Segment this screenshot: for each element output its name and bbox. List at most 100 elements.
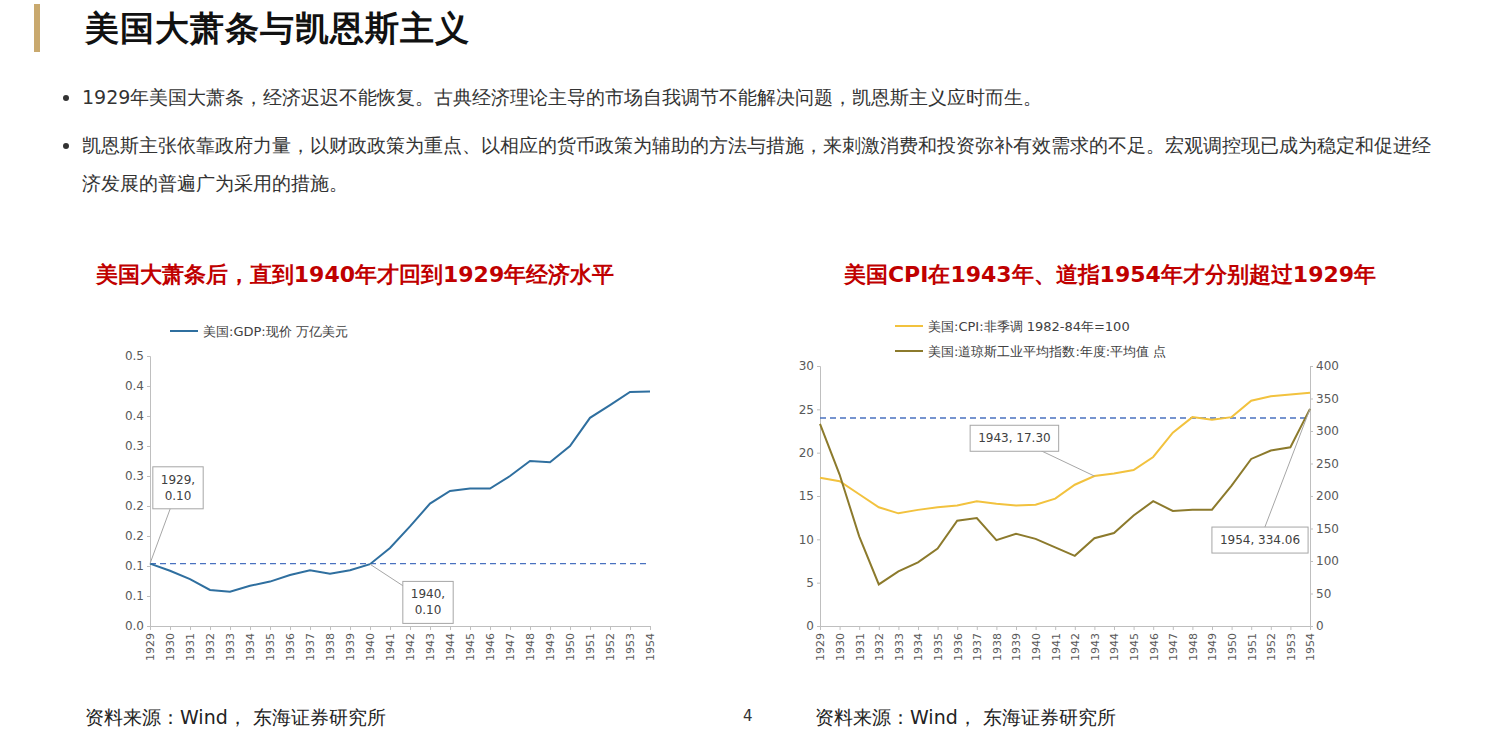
y-tick-label: 0.3 (125, 439, 144, 453)
x-tick-mark (859, 626, 860, 630)
x-tick: 1951 (1246, 626, 1259, 661)
y2-tick: 0 (1310, 619, 1324, 633)
x-tick: 1937 (971, 626, 984, 661)
bullet: 1929年美国大萧条，经济迟迟不能恢复。古典经济理论主导的市场自我调节不能解决问… (82, 78, 1442, 116)
y-tick: 20 (799, 446, 820, 460)
y-tick-label: 0.4 (125, 409, 144, 423)
x-tick-mark (630, 626, 631, 630)
x-tick-label: 1945 (1128, 633, 1141, 661)
reference-line (820, 417, 1310, 418)
x-tick-mark (1192, 626, 1193, 630)
x-tick-mark (879, 626, 880, 630)
x-tick-label: 1929 (814, 633, 827, 661)
x-tick-mark (996, 626, 997, 630)
legend-item: 美国:道琼斯工业平均指数:年度:平均值 点 (895, 344, 1166, 359)
x-tick-label: 1941 (384, 633, 397, 661)
series-line (820, 409, 1310, 585)
y-tick: 0.0 (125, 619, 150, 633)
x-tick-mark (190, 626, 191, 630)
x-tick-label: 1944 (444, 633, 457, 661)
y-tick: 0.3 (125, 439, 150, 453)
x-tick-label: 1951 (1246, 633, 1259, 661)
x-tick-label: 1942 (404, 633, 417, 661)
legend-label: 美国:GDP:现价 万亿美元 (203, 324, 348, 339)
x-tick: 1932 (873, 626, 886, 661)
x-tick: 1949 (544, 626, 557, 661)
x-tick-label: 1938 (991, 633, 1004, 661)
x-tick: 1929 (814, 626, 827, 661)
y-tick-label: 20 (799, 446, 814, 460)
x-tick-label: 1954 (1304, 633, 1317, 661)
legend: 美国:GDP:现价 万亿美元 (170, 324, 348, 339)
x-tick-label: 1951 (584, 633, 597, 661)
annotation-box (970, 425, 1059, 451)
x-tick: 1948 (1187, 626, 1200, 661)
y-tick-label: 0.1 (125, 559, 144, 573)
x-tick-label: 1931 (854, 633, 867, 661)
y-tick-mark (817, 583, 820, 584)
x-tick-mark (330, 626, 331, 630)
x-tick: 1939 (344, 626, 357, 661)
x-tick-mark (170, 626, 171, 630)
x-tick-label: 1936 (284, 633, 297, 661)
y-tick-label: 25 (799, 403, 814, 417)
x-tick-mark (1173, 626, 1174, 630)
x-tick-mark (898, 626, 899, 630)
y-tick-mark (147, 626, 150, 627)
y2-tick-label: 400 (1316, 359, 1339, 373)
x-tick: 1938 (324, 626, 337, 661)
x-tick-mark (977, 626, 978, 630)
x-tick-mark (230, 626, 231, 630)
x-tick-mark (450, 626, 451, 630)
y-tick-mark (147, 446, 150, 447)
annotation-line: 0.10 (165, 489, 192, 503)
legend-swatch (895, 350, 923, 352)
x-tick-mark (250, 626, 251, 630)
bullet: 凯恩斯主张依靠政府力量，以财政政策为重点、以相应的货币政策为辅助的方法与措施，来… (82, 126, 1442, 202)
x-tick-label: 1942 (1069, 633, 1082, 661)
x-tick-label: 1953 (624, 633, 637, 661)
source: 资料来源：Wind， 东海证券研究所 (85, 705, 386, 731)
y2-axis-line (1311, 367, 1314, 627)
y2-tick-mark (1310, 594, 1313, 595)
x-tick-mark (840, 626, 841, 630)
x-tick-mark (1271, 626, 1272, 630)
x-tick-label: 1946 (484, 633, 497, 661)
annotation: 1940,0.10 (370, 564, 453, 623)
x-tick-label: 1936 (952, 633, 965, 661)
x-tick-mark (610, 626, 611, 630)
x-tick-label: 1948 (1187, 633, 1200, 661)
bullet-list: 1929年美国大萧条，经济迟迟不能恢复。古典经济理论主导的市场自我调节不能解决问… (48, 78, 1442, 212)
y-tick-label: 0.0 (125, 619, 144, 633)
x-tick-label: 1933 (224, 633, 237, 661)
x-tick: 1950 (564, 626, 577, 661)
annotation: 1929,0.10 (150, 467, 203, 564)
x-tick-label: 1947 (1167, 633, 1180, 661)
x-tick: 1930 (164, 626, 177, 661)
x-tick: 1950 (1226, 626, 1239, 661)
y-tick: 0.5 (125, 349, 150, 363)
x-tick-mark (550, 626, 551, 630)
legend-item: 美国:GDP:现价 万亿美元 (170, 324, 348, 339)
y2-tick: 150 (1310, 522, 1339, 536)
y2-tick: 400 (1310, 359, 1339, 373)
x-tick-label: 1950 (1226, 633, 1239, 661)
x-tick: 1936 (284, 626, 297, 661)
y2-tick-mark (1310, 626, 1313, 627)
y-tick: 0.3 (125, 469, 150, 483)
y-axis: 0.00.10.10.20.20.30.30.40.40.5 (125, 349, 151, 633)
y-tick-label: 5 (806, 576, 814, 590)
y-tick-mark (147, 536, 150, 537)
x-tick-label: 1930 (834, 633, 847, 661)
y-tick: 0.4 (125, 379, 150, 393)
y-tick-label: 15 (799, 489, 814, 503)
annotation-line: 0.10 (415, 603, 442, 617)
y-tick-mark (817, 626, 820, 627)
chart-title: 美国CPI在1943年、道指1954年才分别超过1929年 (843, 262, 1376, 287)
x-tick: 1931 (854, 626, 867, 661)
x-tick-mark (938, 626, 939, 630)
y2-tick-mark (1310, 529, 1313, 530)
x-tick-mark (1153, 626, 1154, 630)
x-tick: 1930 (834, 626, 847, 661)
x-tick: 1949 (1206, 626, 1219, 661)
